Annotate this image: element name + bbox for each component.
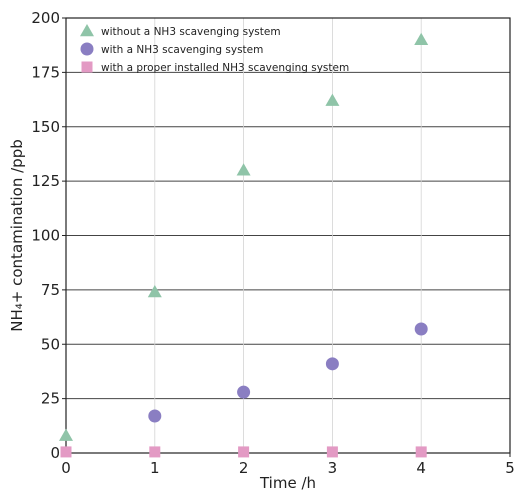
- x-tick-label: 2: [239, 459, 249, 477]
- y-tick-label: 150: [31, 118, 60, 136]
- legend-marker-3: [81, 61, 93, 73]
- legend-marker-1: [80, 24, 94, 37]
- x-tick-label: 4: [416, 459, 426, 477]
- data-point-series-1: [147, 285, 162, 298]
- y-tick-label: 125: [31, 172, 60, 190]
- data-point-series-1: [236, 163, 251, 176]
- legend-label-2: with a NH3 scavenging system: [101, 44, 263, 56]
- data-points: [59, 32, 429, 458]
- legend-label-3: with a proper installed NH3 scavenging s…: [101, 62, 349, 74]
- x-tick-label: 0: [61, 459, 71, 477]
- data-point-series-3: [326, 446, 338, 458]
- x-tick-label: 1: [150, 459, 160, 477]
- y-axis-ticks: 0 25 50 75 100 125 150 175 200: [31, 9, 66, 462]
- x-axis-label: Time /h: [259, 474, 316, 492]
- data-point-series-2: [237, 385, 251, 399]
- legend-label-1: without a NH3 scavenging system: [101, 26, 281, 38]
- y-tick-label: 75: [41, 281, 60, 299]
- legend: without a NH3 scavenging system with a NH…: [80, 24, 349, 74]
- data-point-series-1: [325, 93, 340, 106]
- y-tick-label: 0: [50, 444, 60, 462]
- data-point-series-3: [60, 446, 72, 458]
- data-point-series-1: [59, 428, 73, 441]
- data-point-series-2: [325, 357, 339, 371]
- y-tick-label: 25: [41, 390, 60, 408]
- data-point-series-1: [414, 32, 429, 45]
- y-tick-label: 50: [41, 335, 60, 353]
- x-tick-label: 5: [505, 459, 515, 477]
- grid: [65, 17, 511, 454]
- y-tick-label: 100: [31, 227, 60, 245]
- data-point-series-3: [149, 446, 161, 458]
- data-point-series-2: [148, 409, 162, 423]
- y-tick-label: 200: [31, 9, 60, 27]
- y-tick-label: 175: [31, 63, 60, 81]
- data-point-series-2: [414, 322, 428, 336]
- data-point-series-3: [238, 446, 250, 458]
- legend-marker-2: [80, 42, 94, 56]
- y-axis-label: NH₄+ contamination /ppb: [8, 139, 26, 331]
- x-tick-label: 3: [328, 459, 338, 477]
- data-point-series-3: [415, 446, 427, 458]
